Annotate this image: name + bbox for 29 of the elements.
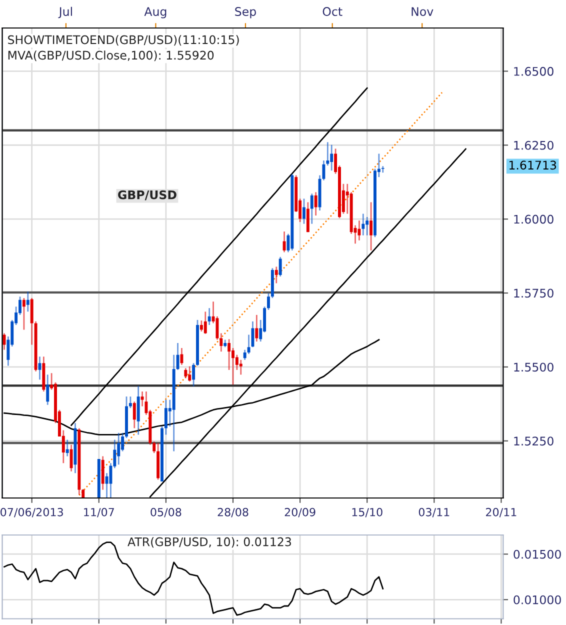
- annotation: ATR(GBP/USD, 10): 0.01123: [128, 537, 291, 548]
- x2-tick-label: Aug: [144, 7, 166, 18]
- x-tick-label: 20/11: [486, 508, 516, 518]
- x2-tick-label: Nov: [412, 7, 434, 16]
- y-tick-label: 0.01500: [514, 550, 561, 559]
- line-series: [70, 87, 368, 426]
- x-tick-label: 05/08: [150, 508, 182, 518]
- text: 1.61713: [509, 160, 556, 170]
- y-tick-label: 1.6250: [514, 140, 554, 150]
- x-tick-label: 28/08: [218, 508, 248, 518]
- y-tick-label: 1.6000: [514, 214, 554, 224]
- annotation: GBP/USD: [118, 190, 176, 200]
- y-tick-label: 1.5500: [514, 362, 554, 372]
- x-tick-label: 20/09: [284, 508, 316, 518]
- y-tick-label: 1.5750: [514, 288, 554, 298]
- annotation: MVA(GBP/USD.Close,100): 1.55920: [8, 50, 214, 62]
- x2-tick-label: Jul: [58, 6, 72, 18]
- x-tick-label: 11/07: [84, 508, 114, 518]
- line-series: [78, 92, 443, 496]
- y-tick-label: 1.6500: [514, 66, 554, 76]
- x-tick-label: 07/06/2013: [0, 508, 63, 518]
- x-tick-label: 03/11: [418, 508, 450, 518]
- annotation: SHOWTIMETOEND(GBP/USD)(11:10:15): [8, 35, 239, 46]
- x2-tick-label: Sep: [235, 7, 256, 18]
- y-tick-label: 0.01000: [514, 595, 561, 604]
- candlestick: [381, 165, 384, 174]
- x-tick-label: 15/10: [352, 508, 382, 518]
- x2-tick-label: Oct: [322, 7, 342, 16]
- y-tick-label: 1.5250: [514, 436, 554, 446]
